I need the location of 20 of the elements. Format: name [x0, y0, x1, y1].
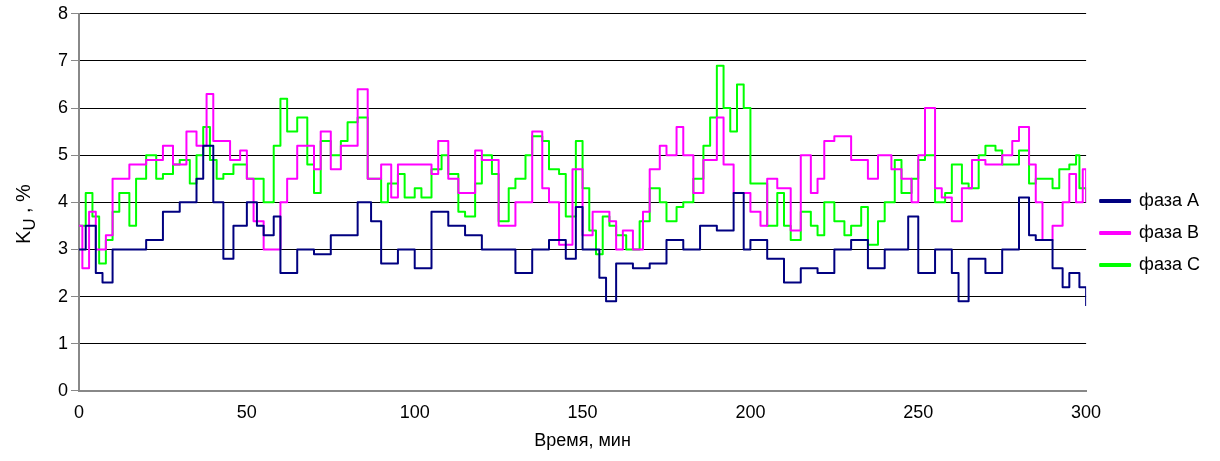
y-tick-label: 8: [58, 2, 69, 23]
y-tick-label: 1: [58, 332, 69, 353]
x-tick-label: 300: [1071, 401, 1102, 422]
legend-label: фаза C: [1139, 253, 1201, 274]
x-tick-label: 200: [735, 401, 766, 422]
x-tick-label: 50: [236, 401, 257, 422]
x-axis-title: Время, мин: [534, 430, 631, 451]
y-tick-label: 7: [58, 49, 69, 70]
y-tick-label: 6: [58, 97, 69, 118]
x-tick-label: 0: [74, 401, 85, 422]
x-tick-label: 100: [399, 401, 430, 422]
y-tick-label: 5: [58, 144, 69, 165]
x-tick-label: 150: [567, 401, 598, 422]
legend-label: фаза B: [1139, 221, 1200, 242]
y-tick-label: 4: [58, 191, 69, 212]
x-tick-label: 250: [903, 401, 934, 422]
y-tick-label: 3: [58, 238, 69, 259]
legend-label: фаза A: [1139, 189, 1200, 210]
y-tick-label: 2: [58, 285, 69, 306]
y-tick-label: 0: [58, 379, 69, 400]
